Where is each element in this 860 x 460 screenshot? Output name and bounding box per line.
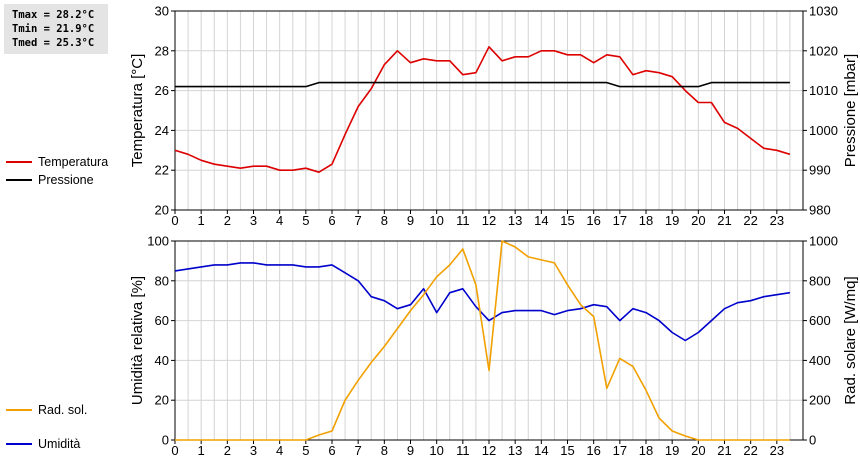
y-tick-label-right: 600 bbox=[809, 313, 831, 328]
legend-label-temperatura: Temperatura bbox=[38, 155, 109, 169]
legend-label-rad-sol: Rad. sol. bbox=[38, 403, 88, 417]
y-tick-label-left: 60 bbox=[155, 313, 169, 328]
y-tick-label-left: 100 bbox=[147, 234, 169, 249]
stat-tmed: Tmed = 25.3°C bbox=[12, 37, 95, 49]
x-tick-label: 1 bbox=[198, 443, 205, 458]
grid-bottom bbox=[175, 241, 803, 440]
series-line-pressione bbox=[175, 81, 790, 88]
x-tick-label: 16 bbox=[586, 443, 600, 458]
x-tick-label: 8 bbox=[381, 443, 388, 458]
legend-swatch-umidita bbox=[6, 443, 32, 445]
x-tick-label: 9 bbox=[407, 443, 414, 458]
x-tick-label: 4 bbox=[276, 213, 283, 228]
x-tick-label: 0 bbox=[171, 213, 178, 228]
y-axis-title-left: Umidità relativa [%] bbox=[129, 276, 146, 405]
stats-box: Tmax = 28.2°C Tmin = 21.9°C Tmed = 25.3°… bbox=[4, 4, 108, 54]
x-tick-label: 22 bbox=[743, 213, 757, 228]
y-tick-label-left: 20 bbox=[155, 393, 169, 408]
x-tick-label: 10 bbox=[429, 443, 443, 458]
x-tick-label: 15 bbox=[560, 213, 574, 228]
x-tick-label: 19 bbox=[665, 443, 679, 458]
y-tick-label-right: 200 bbox=[809, 393, 831, 408]
y-tick-label-left: 26 bbox=[155, 83, 169, 98]
y-tick-label-left: 24 bbox=[155, 123, 169, 138]
y-axis-title-right: Rad. solare [W/mq] bbox=[842, 276, 859, 404]
y-axis-title-right: Pressione [mbar] bbox=[842, 54, 859, 167]
x-tick-label: 13 bbox=[508, 443, 522, 458]
y-tick-label-right: 400 bbox=[809, 353, 831, 368]
x-tick-label: 7 bbox=[355, 213, 362, 228]
x-tick-label: 13 bbox=[508, 213, 522, 228]
x-tick-label: 2 bbox=[224, 213, 231, 228]
x-tick-label: 0 bbox=[171, 443, 178, 458]
x-tick-label: 12 bbox=[482, 443, 496, 458]
x-tick-label: 5 bbox=[302, 443, 309, 458]
chart-panel-top: 0 1 2 3 4 5 6 7 8 9 10 11 12 13 14 15 16 17 18 19 20 21 22 2320… bbox=[129, 4, 859, 229]
legend-label-pressione: Pressione bbox=[38, 173, 94, 187]
y-tick-label-left: 22 bbox=[155, 163, 169, 178]
x-tick-label: 1 bbox=[198, 213, 205, 228]
x-tick-label: 22 bbox=[743, 443, 757, 458]
y-tick-label-right: 1030 bbox=[809, 4, 838, 19]
y-tick-label-right: 1010 bbox=[809, 83, 838, 98]
x-tick-label: 2 bbox=[224, 443, 231, 458]
x-tick-label: 3 bbox=[250, 443, 257, 458]
y-tick-label-left: 28 bbox=[155, 43, 169, 58]
y-tick-label-right: 1000 bbox=[809, 234, 838, 249]
x-tick-label: 3 bbox=[250, 213, 257, 228]
x-tick-label: 14 bbox=[534, 443, 548, 458]
x-tick-label: 14 bbox=[534, 213, 548, 228]
series-line-rad-sol bbox=[175, 240, 790, 441]
x-tick-label: 4 bbox=[276, 443, 283, 458]
legend-swatch-rad-sol bbox=[6, 409, 32, 411]
y-tick-label-right: 0 bbox=[809, 433, 816, 448]
series-line-umidit bbox=[175, 262, 791, 342]
x-tick-label: 23 bbox=[770, 213, 784, 228]
stat-tmax: Tmax = 28.2°C bbox=[12, 9, 95, 21]
chart-panel-bottom: 0 1 2 3 4 5 6 7 8 9 10 11 12 13 14 15 16 17 18 19 20 21 22 2302… bbox=[129, 234, 859, 459]
y-tick-label-left: 0 bbox=[162, 433, 169, 448]
y-tick-label-left: 40 bbox=[155, 353, 169, 368]
x-tick-label: 21 bbox=[717, 213, 731, 228]
x-tick-label: 11 bbox=[456, 443, 470, 458]
x-tick-label: 16 bbox=[586, 213, 600, 228]
y-tick-label-right: 1020 bbox=[809, 43, 838, 58]
x-tick-label: 6 bbox=[328, 443, 335, 458]
x-tick-label: 20 bbox=[691, 443, 705, 458]
series-group-bottom bbox=[175, 240, 791, 441]
x-tick-label: 12 bbox=[482, 213, 496, 228]
legend-label-umidita: Umidità bbox=[38, 437, 81, 451]
y-tick-label-right: 990 bbox=[809, 163, 831, 178]
y-tick-label-right: 1000 bbox=[809, 123, 838, 138]
x-tick-label: 18 bbox=[639, 213, 653, 228]
x-tick-label: 11 bbox=[456, 213, 470, 228]
x-tick-label: 15 bbox=[560, 443, 574, 458]
x-tick-label: 5 bbox=[302, 213, 309, 228]
y-tick-label-right: 800 bbox=[809, 273, 831, 288]
x-tick-label: 7 bbox=[355, 443, 362, 458]
stat-tmin: Tmin = 21.9°C bbox=[12, 23, 95, 35]
series-line-temperatura bbox=[175, 45, 791, 173]
x-tick-label: 9 bbox=[407, 213, 414, 228]
x-tick-label: 17 bbox=[613, 213, 627, 228]
y-tick-label-left: 80 bbox=[155, 273, 169, 288]
x-tick-label: 18 bbox=[639, 443, 653, 458]
y-tick-label-right: 980 bbox=[809, 203, 831, 218]
x-tick-label: 21 bbox=[717, 443, 731, 458]
x-tick-label: 8 bbox=[381, 213, 388, 228]
x-tick-label: 17 bbox=[613, 443, 627, 458]
legend-swatch-temperatura bbox=[6, 161, 32, 163]
legend-swatch-pressione bbox=[6, 179, 32, 181]
x-tick-label: 20 bbox=[691, 213, 705, 228]
grid-top bbox=[175, 11, 803, 210]
y-tick-label-left: 30 bbox=[155, 4, 169, 19]
series-group-top bbox=[175, 45, 791, 173]
x-tick-label: 10 bbox=[429, 213, 443, 228]
y-tick-label-left: 20 bbox=[155, 203, 169, 218]
x-tick-label: 23 bbox=[770, 443, 784, 458]
x-tick-label: 6 bbox=[328, 213, 335, 228]
y-axis-title-left: Temperatura [°C] bbox=[129, 54, 146, 168]
x-tick-label: 19 bbox=[665, 213, 679, 228]
